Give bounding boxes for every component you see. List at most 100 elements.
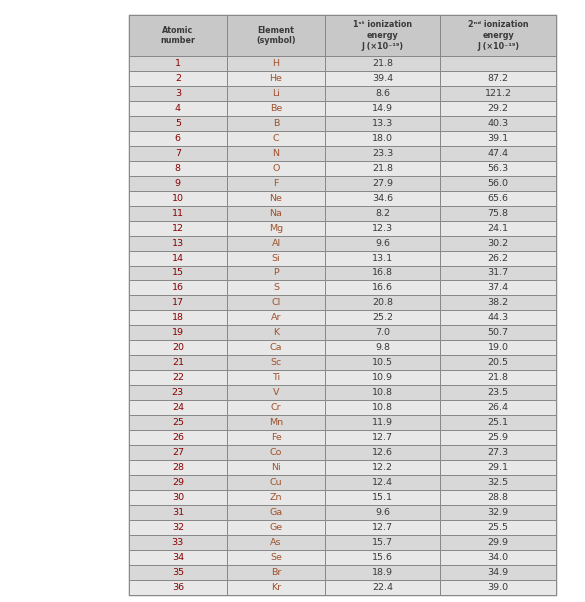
Text: 25: 25 (172, 418, 184, 427)
Bar (227, 311, 325, 325)
Bar (325, 296, 441, 311)
Bar (227, 146, 325, 161)
Bar (325, 206, 441, 220)
Bar (129, 370, 227, 385)
Bar (129, 355, 227, 370)
Bar (129, 565, 227, 580)
Text: 25.1: 25.1 (488, 418, 508, 427)
Bar (325, 445, 441, 460)
Bar (227, 325, 325, 340)
Text: Fe: Fe (271, 433, 281, 442)
Bar (325, 311, 441, 325)
Text: 65.6: 65.6 (488, 194, 508, 203)
Bar (227, 116, 325, 131)
Bar (325, 340, 441, 355)
Bar (441, 445, 556, 460)
Text: 16.6: 16.6 (372, 284, 393, 293)
Text: 15.1: 15.1 (372, 493, 393, 502)
Text: 40.3: 40.3 (487, 119, 509, 128)
Text: 29.1: 29.1 (488, 463, 508, 472)
Bar (129, 220, 227, 235)
Text: 29.2: 29.2 (488, 104, 508, 113)
Bar (441, 56, 556, 71)
Text: 13.1: 13.1 (372, 253, 393, 262)
Text: 35: 35 (172, 568, 184, 577)
Text: 121.2: 121.2 (484, 89, 512, 98)
Text: 20: 20 (172, 343, 184, 352)
Text: 36: 36 (172, 583, 184, 592)
Bar (441, 250, 556, 265)
Text: 34.0: 34.0 (487, 553, 509, 562)
Bar (325, 56, 441, 71)
Bar (441, 355, 556, 370)
Bar (325, 385, 441, 400)
Text: 12.2: 12.2 (372, 463, 393, 472)
Text: 44.3: 44.3 (487, 314, 509, 323)
Text: 29.9: 29.9 (488, 538, 508, 547)
Text: 1: 1 (175, 59, 181, 68)
Text: Ga: Ga (270, 508, 283, 517)
Bar (227, 430, 325, 445)
Text: Kr: Kr (271, 583, 281, 592)
Bar (129, 15, 227, 56)
Text: 21.8: 21.8 (488, 373, 508, 382)
Text: 18.9: 18.9 (372, 568, 393, 577)
Bar (129, 265, 227, 281)
Text: N: N (273, 149, 280, 158)
Bar (325, 265, 441, 281)
Bar (129, 176, 227, 191)
Bar (129, 550, 227, 565)
Text: F: F (273, 179, 278, 188)
Text: 16.8: 16.8 (372, 268, 393, 278)
Text: 30.2: 30.2 (487, 238, 509, 247)
Text: 23: 23 (172, 388, 184, 397)
Text: 26.4: 26.4 (488, 403, 508, 412)
Bar (441, 176, 556, 191)
Bar (227, 415, 325, 430)
Text: O: O (273, 164, 280, 173)
Bar (441, 206, 556, 220)
Bar (227, 15, 325, 56)
Bar (325, 415, 441, 430)
Bar (441, 191, 556, 206)
Bar (325, 281, 441, 296)
Text: 2ⁿᵈ ionization
energy
J (×10⁻¹⁹): 2ⁿᵈ ionization energy J (×10⁻¹⁹) (468, 20, 528, 51)
Text: Ge: Ge (270, 523, 283, 532)
Bar (129, 340, 227, 355)
Bar (325, 101, 441, 116)
Text: 10: 10 (172, 194, 184, 203)
Text: 17: 17 (172, 299, 184, 308)
Bar (441, 460, 556, 475)
Text: 14: 14 (172, 253, 184, 262)
Text: 29: 29 (172, 478, 184, 487)
Text: K: K (273, 328, 279, 337)
Bar (129, 101, 227, 116)
Text: Br: Br (271, 568, 281, 577)
Text: 33: 33 (171, 538, 184, 547)
Bar (129, 535, 227, 550)
Text: 32.9: 32.9 (487, 508, 509, 517)
Bar (227, 206, 325, 220)
Bar (441, 161, 556, 176)
Text: 12.7: 12.7 (372, 433, 393, 442)
Text: 27.3: 27.3 (487, 448, 509, 457)
Bar (441, 370, 556, 385)
Text: 7.0: 7.0 (376, 328, 390, 337)
Text: 26.2: 26.2 (488, 253, 508, 262)
Bar (441, 131, 556, 146)
Bar (325, 116, 441, 131)
Bar (325, 505, 441, 520)
Bar (227, 505, 325, 520)
Bar (129, 56, 227, 71)
Text: 1ˢᵗ ionization
energy
J (×10⁻¹⁹): 1ˢᵗ ionization energy J (×10⁻¹⁹) (353, 20, 412, 51)
Bar (227, 71, 325, 86)
Bar (129, 235, 227, 250)
Bar (441, 86, 556, 101)
Text: 27: 27 (172, 448, 184, 457)
Bar (129, 415, 227, 430)
Text: 87.2: 87.2 (488, 74, 508, 83)
Bar (227, 535, 325, 550)
Text: 11.9: 11.9 (372, 418, 393, 427)
Text: 39.0: 39.0 (487, 583, 509, 592)
Text: Cu: Cu (270, 478, 283, 487)
